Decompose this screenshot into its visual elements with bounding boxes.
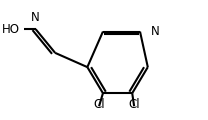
Text: N: N xyxy=(151,25,160,38)
Text: Cl: Cl xyxy=(128,98,140,111)
Text: HO: HO xyxy=(2,23,20,36)
Text: Cl: Cl xyxy=(93,98,105,111)
Text: N: N xyxy=(31,11,40,24)
